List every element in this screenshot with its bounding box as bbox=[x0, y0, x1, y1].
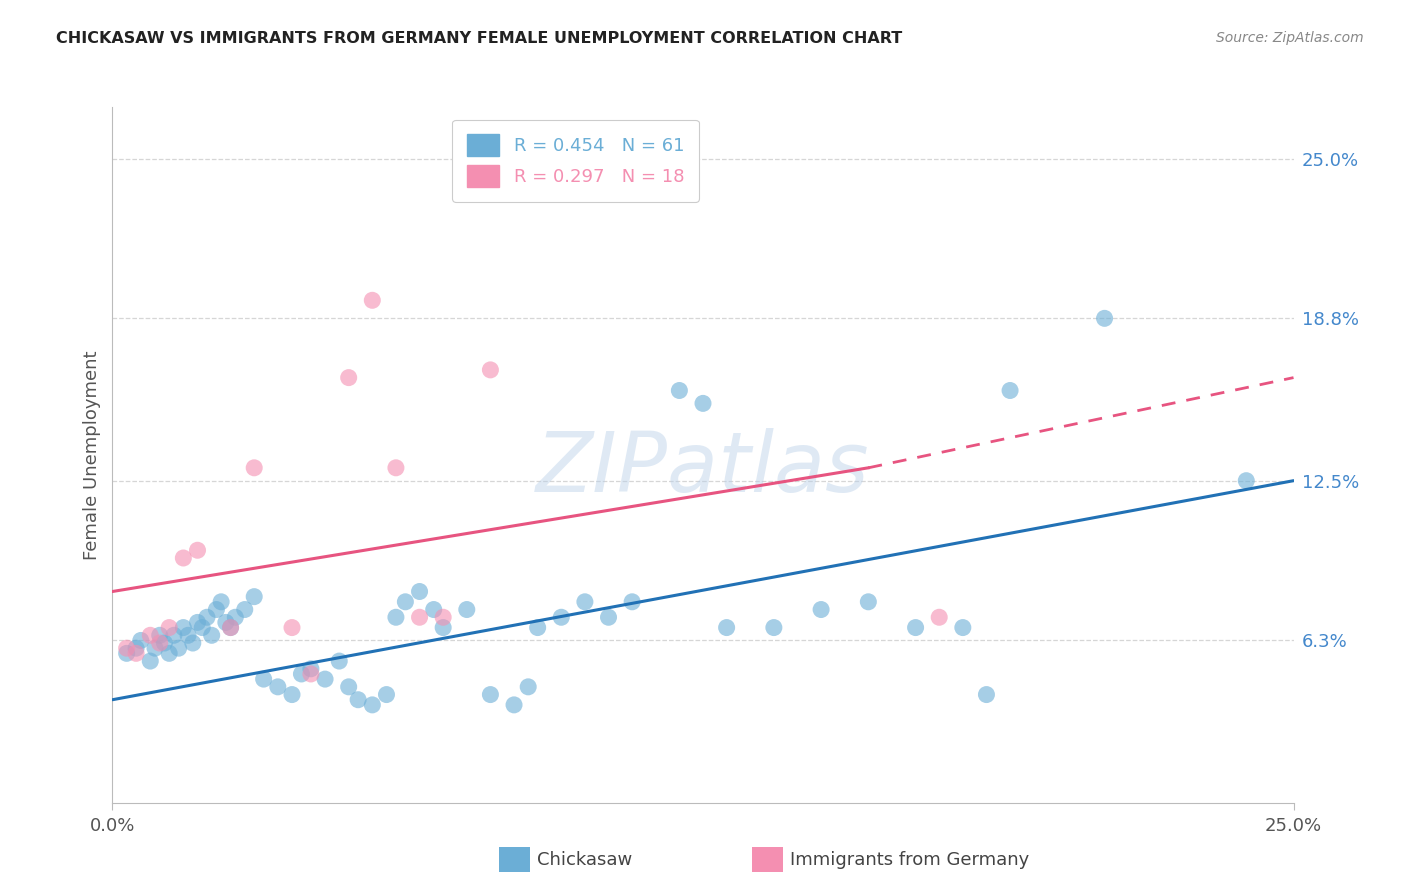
Point bbox=[1094, 311, 1116, 326]
Text: Chickasaw: Chickasaw bbox=[537, 851, 633, 869]
Point bbox=[810, 602, 832, 616]
Point bbox=[952, 621, 974, 635]
Point bbox=[139, 628, 162, 642]
Point bbox=[195, 610, 218, 624]
Point bbox=[337, 370, 360, 384]
Text: ZIPatlas: ZIPatlas bbox=[536, 428, 870, 509]
Point bbox=[267, 680, 290, 694]
Point bbox=[139, 654, 162, 668]
Point bbox=[574, 595, 596, 609]
Point bbox=[314, 672, 336, 686]
Legend: R = 0.454   N = 61, R = 0.297   N = 18: R = 0.454 N = 61, R = 0.297 N = 18 bbox=[453, 120, 699, 202]
Point bbox=[432, 621, 454, 635]
Point bbox=[181, 636, 204, 650]
Point bbox=[668, 384, 690, 398]
Point bbox=[143, 641, 166, 656]
Point bbox=[219, 621, 242, 635]
Point bbox=[253, 672, 276, 686]
Point bbox=[186, 543, 208, 558]
Point bbox=[219, 621, 242, 635]
Point bbox=[479, 688, 502, 702]
Point bbox=[858, 595, 880, 609]
Point bbox=[762, 621, 785, 635]
Point bbox=[692, 396, 714, 410]
Point bbox=[157, 621, 180, 635]
Point bbox=[456, 602, 478, 616]
Point bbox=[163, 628, 186, 642]
Point bbox=[361, 698, 384, 712]
Point bbox=[281, 688, 304, 702]
Point bbox=[299, 662, 322, 676]
Point bbox=[479, 363, 502, 377]
Point bbox=[224, 610, 246, 624]
Point bbox=[191, 621, 214, 635]
Point bbox=[115, 646, 138, 660]
Point bbox=[976, 688, 998, 702]
Point bbox=[177, 628, 200, 642]
Text: CHICKASAW VS IMMIGRANTS FROM GERMANY FEMALE UNEMPLOYMENT CORRELATION CHART: CHICKASAW VS IMMIGRANTS FROM GERMANY FEM… bbox=[56, 31, 903, 46]
Point bbox=[233, 602, 256, 616]
Point bbox=[716, 621, 738, 635]
Point bbox=[290, 667, 312, 681]
Point bbox=[153, 636, 176, 650]
Point bbox=[149, 636, 172, 650]
Point bbox=[503, 698, 526, 712]
Point bbox=[928, 610, 950, 624]
Point bbox=[375, 688, 398, 702]
Text: Source: ZipAtlas.com: Source: ZipAtlas.com bbox=[1216, 31, 1364, 45]
Point bbox=[215, 615, 238, 630]
Point bbox=[517, 680, 540, 694]
Point bbox=[394, 595, 416, 609]
Point bbox=[186, 615, 208, 630]
Point bbox=[361, 293, 384, 308]
Point bbox=[422, 602, 444, 616]
Point bbox=[432, 610, 454, 624]
Point bbox=[408, 584, 430, 599]
Point bbox=[621, 595, 644, 609]
Y-axis label: Female Unemployment: Female Unemployment bbox=[83, 351, 101, 559]
Point bbox=[337, 680, 360, 694]
Point bbox=[125, 646, 148, 660]
Point bbox=[299, 667, 322, 681]
Point bbox=[347, 692, 370, 706]
Point bbox=[129, 633, 152, 648]
Point bbox=[149, 628, 172, 642]
Point bbox=[243, 460, 266, 475]
Point bbox=[598, 610, 620, 624]
Point bbox=[125, 641, 148, 656]
Point bbox=[167, 641, 190, 656]
Point bbox=[998, 384, 1021, 398]
Point bbox=[205, 602, 228, 616]
Point bbox=[385, 460, 408, 475]
Point bbox=[201, 628, 224, 642]
Point bbox=[526, 621, 548, 635]
Point bbox=[328, 654, 350, 668]
Point bbox=[1234, 474, 1257, 488]
Point bbox=[172, 551, 194, 566]
Point bbox=[115, 641, 138, 656]
Point bbox=[408, 610, 430, 624]
Point bbox=[243, 590, 266, 604]
Point bbox=[904, 621, 927, 635]
Point bbox=[550, 610, 572, 624]
Point bbox=[209, 595, 232, 609]
Point bbox=[385, 610, 408, 624]
Text: Immigrants from Germany: Immigrants from Germany bbox=[790, 851, 1029, 869]
Point bbox=[172, 621, 194, 635]
Point bbox=[281, 621, 304, 635]
Point bbox=[157, 646, 180, 660]
